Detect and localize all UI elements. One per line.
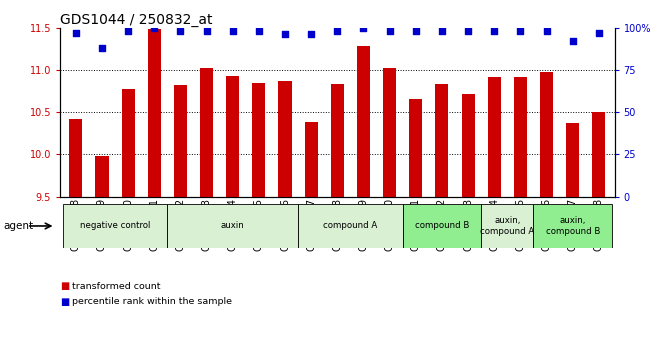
Bar <box>122 89 135 197</box>
Text: transformed count: transformed count <box>72 282 160 291</box>
Point <box>201 28 212 34</box>
Point <box>97 45 108 51</box>
Point <box>384 28 395 34</box>
Point <box>515 28 526 34</box>
Bar <box>168 205 298 247</box>
Text: percentile rank within the sample: percentile rank within the sample <box>72 297 232 306</box>
Point <box>541 28 552 34</box>
Point <box>149 25 160 30</box>
Text: compound B: compound B <box>415 221 469 230</box>
Bar <box>96 156 108 197</box>
Text: negative control: negative control <box>80 221 150 230</box>
Bar <box>383 68 396 197</box>
Bar <box>514 77 527 197</box>
Point <box>306 32 317 37</box>
Point <box>227 28 238 34</box>
Point <box>175 28 186 34</box>
Bar <box>298 205 403 247</box>
Point <box>280 32 291 37</box>
Point <box>410 28 421 34</box>
Bar <box>409 99 422 197</box>
Point <box>70 30 81 36</box>
Bar <box>69 119 82 197</box>
Bar <box>305 122 318 197</box>
Text: compound A: compound A <box>323 221 377 230</box>
Point <box>437 28 448 34</box>
Bar <box>403 205 481 247</box>
Bar <box>63 205 168 247</box>
Bar <box>357 46 370 197</box>
Bar <box>540 72 553 197</box>
Bar <box>148 29 161 197</box>
Bar <box>226 76 239 197</box>
Text: GDS1044 / 250832_at: GDS1044 / 250832_at <box>60 12 212 27</box>
Bar <box>462 93 475 197</box>
Bar <box>593 112 605 197</box>
Bar <box>534 205 612 247</box>
Bar <box>488 77 501 197</box>
Point <box>358 25 369 30</box>
Bar <box>566 123 579 197</box>
Point <box>123 28 134 34</box>
Bar <box>436 84 448 197</box>
Text: auxin: auxin <box>221 221 244 230</box>
Point <box>489 28 500 34</box>
Text: auxin,
compound A: auxin, compound A <box>480 216 534 236</box>
Point <box>594 30 605 36</box>
Point <box>463 28 474 34</box>
Point <box>254 28 265 34</box>
Bar <box>279 81 291 197</box>
Bar <box>253 82 265 197</box>
Bar <box>174 85 187 197</box>
Text: agent: agent <box>3 221 33 231</box>
Text: auxin,
compound B: auxin, compound B <box>546 216 600 236</box>
Bar <box>331 84 344 197</box>
Point <box>332 28 343 34</box>
Point <box>567 38 578 44</box>
Bar <box>481 205 534 247</box>
Bar <box>200 68 213 197</box>
Text: ■: ■ <box>60 297 69 307</box>
Text: ■: ■ <box>60 282 69 291</box>
